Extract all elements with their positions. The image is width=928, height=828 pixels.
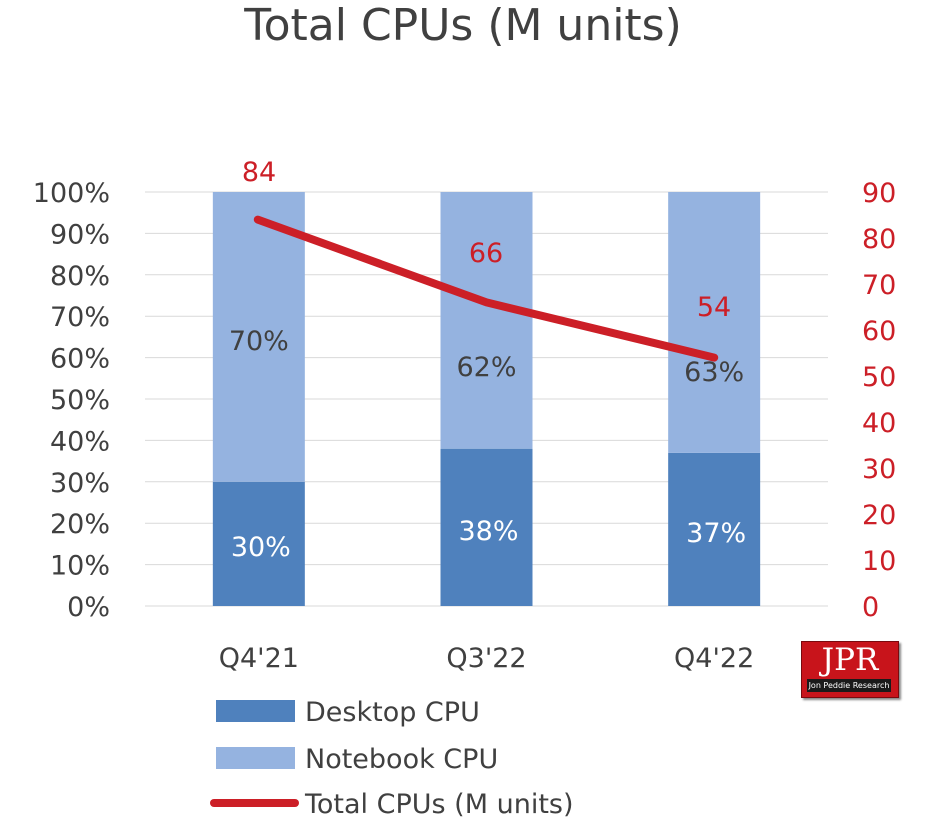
legend-swatch-desktop [216,700,295,722]
bar-notebook [441,192,533,449]
y-right-tick-label: 30 [862,454,896,485]
y-left-tick-label: 20% [50,509,110,540]
desktop-data-label: 38% [458,516,518,547]
notebook-data-label: 62% [456,352,516,383]
y-left-tick-label: 0% [67,592,110,623]
y-left-tick-label: 100% [33,178,110,209]
y-right-tick-label: 20 [862,500,896,531]
y-left-tick-label: 10% [50,551,110,582]
logo-tagline: Jon Peddie Research [807,679,891,692]
y-left-tick-label: 70% [50,302,110,333]
y-right-tick-label: 70 [862,270,896,301]
y-right-tick-label: 0 [862,592,879,623]
total-data-label: 66 [469,238,503,269]
legend-swatch-notebook [216,747,295,769]
y-right-tick-label: 40 [862,408,896,439]
y-right-tick-label: 60 [862,316,896,347]
notebook-data-label: 63% [684,357,744,388]
total-data-label: 54 [697,292,731,323]
y-right-tick-label: 80 [862,224,896,255]
y-left-tick-label: 80% [50,261,110,292]
y-left-tick-label: 60% [50,344,110,375]
desktop-data-label: 37% [686,518,746,549]
jpr-logo: JPR Jon Peddie Research [801,641,899,698]
notebook-data-label: 70% [229,326,289,357]
legend-label: Total CPUs (M units) [304,789,574,820]
legend-label: Desktop CPU [305,697,480,728]
x-tick-label: Q4'21 [219,643,299,674]
x-tick-label: Q3'22 [446,643,526,674]
chart-title: Total CPUs (M units) [243,0,682,51]
total-data-label: 84 [242,157,276,188]
y-left-tick-label: 90% [50,219,110,250]
legend-label: Notebook CPU [305,744,498,775]
x-tick-label: Q4'22 [674,643,754,674]
logo-text: JPR [802,643,898,677]
y-right-tick-label: 50 [862,362,896,393]
y-right-tick-label: 10 [862,546,896,577]
y-left-tick-label: 40% [50,426,110,457]
y-left-tick-label: 50% [50,385,110,416]
desktop-data-label: 30% [231,532,291,563]
y-left-tick-label: 30% [50,468,110,499]
y-right-tick-label: 90 [862,178,896,209]
